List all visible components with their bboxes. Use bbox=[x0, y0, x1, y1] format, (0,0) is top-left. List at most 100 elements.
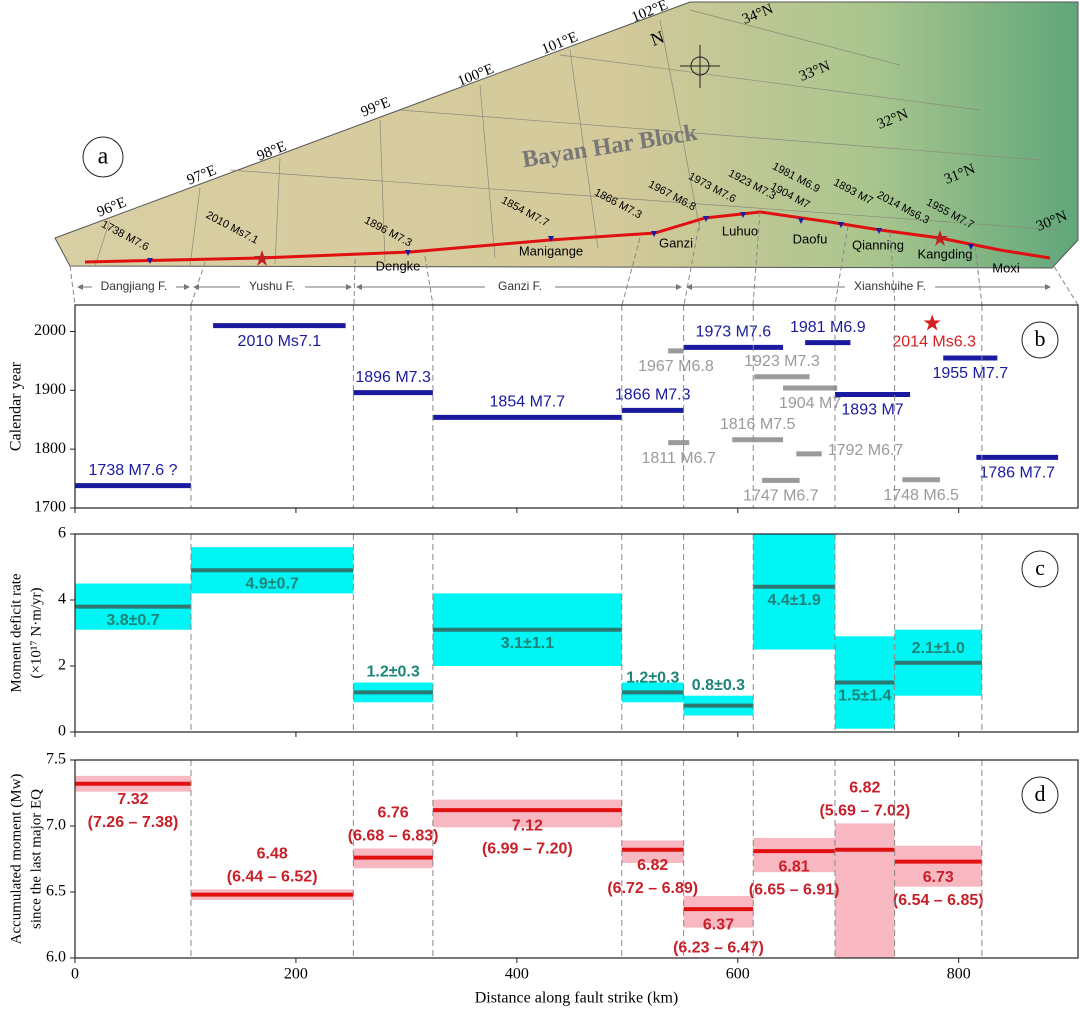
event-label: 2014 Ms6.3 bbox=[892, 333, 976, 350]
y-tick-label: 1700 bbox=[34, 499, 66, 516]
event-label: 1811 M6.7 bbox=[641, 450, 716, 467]
y-tick-label: 2000 bbox=[34, 322, 66, 339]
panel-letter: d bbox=[1035, 781, 1046, 806]
map-star bbox=[932, 230, 948, 246]
uncertainty-band bbox=[894, 845, 982, 887]
fault-trace bbox=[84, 210, 1051, 264]
place-label: Manigange bbox=[519, 243, 583, 258]
place-label: Moxi bbox=[992, 260, 1020, 275]
epicenters bbox=[147, 212, 974, 264]
place-label: Qianning bbox=[852, 237, 904, 252]
value-label: 2.1±1.0 bbox=[912, 640, 965, 657]
event-label: 1792 M6.7 bbox=[828, 442, 904, 459]
place-label: Luhuo bbox=[722, 223, 758, 238]
uncertainty-band bbox=[753, 837, 835, 873]
event-label: 1955 M7.7 bbox=[932, 365, 1008, 382]
fault-label: Ganzi F. bbox=[498, 279, 542, 293]
value-label: 7.32 bbox=[117, 791, 148, 808]
plot-area bbox=[75, 534, 982, 729]
value-label: 6.48 bbox=[257, 846, 288, 863]
range-label: (6.68 – 6.83) bbox=[348, 828, 439, 845]
y-axis-label: Accumulated moment (Mw) bbox=[8, 774, 24, 945]
panel-badge bbox=[1021, 550, 1059, 588]
place-label: Daofu bbox=[793, 231, 828, 246]
place-label: Kangding bbox=[918, 246, 973, 261]
value-label: 0.8±0.3 bbox=[692, 677, 745, 694]
value-label: 6.37 bbox=[703, 916, 734, 933]
x-tick-label: 200 bbox=[284, 966, 308, 983]
panel-badge bbox=[82, 136, 124, 178]
event-label: 1854 M7.7 bbox=[490, 394, 566, 411]
y-axis-label: Moment deficit rate bbox=[8, 573, 24, 692]
y-tick-label: 6.5 bbox=[46, 883, 66, 900]
range-label: (6.44 – 6.52) bbox=[227, 869, 318, 886]
x-tick-label: 400 bbox=[505, 966, 529, 983]
value-label: 6.82 bbox=[849, 780, 880, 797]
uncertainty-band bbox=[432, 799, 622, 828]
event-label: 1893 M7 bbox=[841, 402, 903, 419]
panel-letter: b bbox=[1035, 326, 1046, 351]
event-label: 1866 M7.3 bbox=[615, 387, 691, 404]
uncertainty-band bbox=[683, 895, 754, 928]
value-label: 1.2±0.3 bbox=[626, 670, 679, 687]
event-label: 1786 M7.7 bbox=[979, 465, 1055, 482]
map-star bbox=[254, 250, 270, 266]
panel-letter: c bbox=[1035, 555, 1045, 580]
range-label: (7.26 – 7.38) bbox=[88, 814, 179, 831]
event-label: 1748 M6.5 bbox=[883, 487, 959, 504]
graticule bbox=[94, 9, 1061, 267]
range-label: (6.99 – 7.20) bbox=[482, 840, 573, 857]
y-axis-label: since the last major EQ bbox=[28, 789, 44, 929]
event-label: 1738 M7.6 ? bbox=[89, 462, 178, 479]
x-tick-label: 0 bbox=[71, 966, 79, 983]
event-label: 1904 M7 bbox=[779, 395, 841, 412]
axes-frame bbox=[74, 533, 1079, 733]
plot-area bbox=[75, 775, 982, 958]
fault-label: Yushu F. bbox=[249, 279, 295, 293]
value-label: 6.76 bbox=[378, 805, 409, 822]
fault-label: Dangjiang F. bbox=[101, 279, 168, 293]
place-label: Ganzi bbox=[659, 235, 693, 250]
y-axis-label: (×10¹⁷ N·m/yr) bbox=[28, 587, 44, 678]
event-label: 1981 M6.9 bbox=[790, 319, 866, 336]
axes-frame bbox=[74, 304, 1079, 509]
value-label: 6.82 bbox=[637, 857, 668, 874]
event-label: 1923 M7.3 bbox=[744, 353, 820, 370]
x-tick-label: 600 bbox=[726, 966, 750, 983]
panel-badge bbox=[1021, 321, 1059, 359]
connectors bbox=[69, 211, 1079, 306]
y-tick-label: 1900 bbox=[34, 381, 66, 398]
range-label: (6.72 – 6.89) bbox=[607, 880, 698, 897]
north-arrow bbox=[680, 45, 720, 88]
value-label: 3.1±1.1 bbox=[501, 635, 554, 652]
place-label: Dengke bbox=[376, 258, 421, 273]
value-label: 6.73 bbox=[923, 869, 954, 886]
value-label: 7.12 bbox=[512, 817, 543, 834]
uncertainty-band bbox=[753, 534, 835, 650]
north-label: N bbox=[648, 27, 667, 50]
uncertainty-band bbox=[834, 823, 895, 958]
map-panel: a Bayan Har BlockN96°E97°E98°E99°E100°E10… bbox=[54, 0, 1079, 275]
y-tick-label: 1800 bbox=[34, 440, 66, 457]
axes-frame bbox=[74, 759, 1079, 959]
y-axis-label: Calendar year bbox=[8, 361, 25, 451]
event-label: 1967 M6.8 bbox=[638, 358, 714, 375]
range-label: (6.23 – 6.47) bbox=[673, 939, 764, 956]
event-label: 2010 Ms7.1 bbox=[238, 333, 322, 350]
y-tick-label: 2 bbox=[58, 657, 66, 674]
event-label: 1896 M7.3 bbox=[355, 369, 431, 386]
event-label: 1816 M7.5 bbox=[720, 416, 796, 433]
panel-letter: a bbox=[98, 144, 109, 170]
value-label: 4.9±0.7 bbox=[246, 576, 299, 593]
panel-badge bbox=[1021, 776, 1059, 814]
fault-label: Xianshuihe F. bbox=[854, 279, 926, 293]
y-tick-label: 6 bbox=[58, 525, 66, 542]
x-axis-label: Distance along fault strike (km) bbox=[475, 990, 679, 1007]
range-label: (6.65 – 6.91) bbox=[749, 881, 840, 898]
x-tick-label: 800 bbox=[947, 966, 971, 983]
value-label: 4.4±1.9 bbox=[767, 592, 820, 609]
value-label: 3.8±0.7 bbox=[106, 612, 159, 629]
range-label: (6.54 – 6.85) bbox=[893, 892, 984, 909]
